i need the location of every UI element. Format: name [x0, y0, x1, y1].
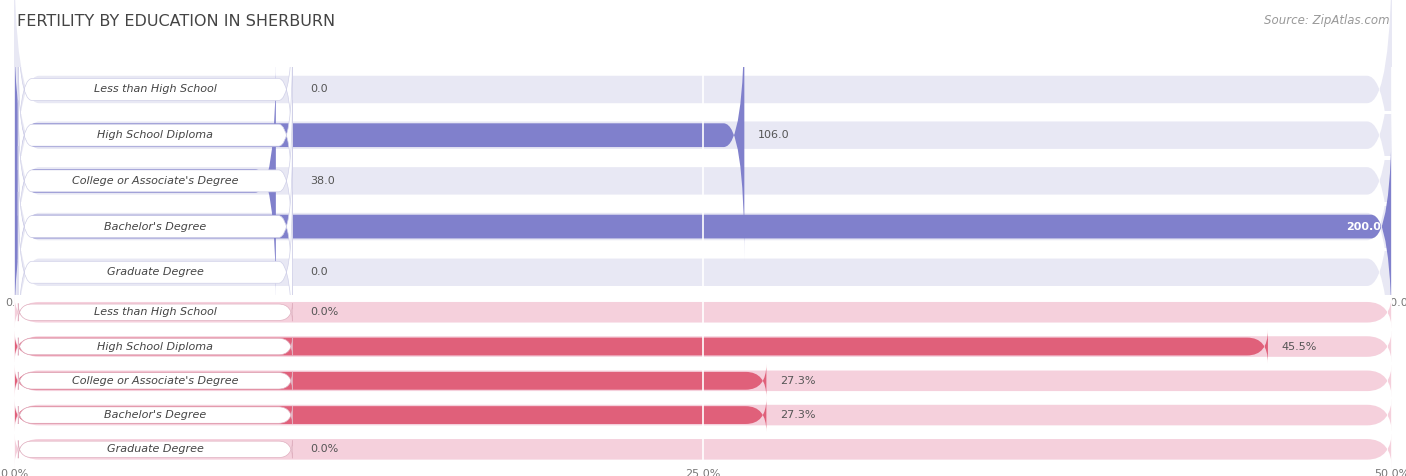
FancyBboxPatch shape [18, 146, 292, 307]
FancyBboxPatch shape [18, 406, 292, 424]
FancyBboxPatch shape [14, 76, 1392, 377]
Text: Less than High School: Less than High School [94, 307, 217, 317]
FancyBboxPatch shape [14, 30, 1392, 332]
Text: College or Associate's Degree: College or Associate's Degree [72, 176, 239, 186]
FancyBboxPatch shape [18, 372, 292, 390]
FancyBboxPatch shape [14, 0, 1392, 286]
FancyBboxPatch shape [18, 337, 292, 356]
Bar [14, 431, 1392, 434]
Text: 0.0%: 0.0% [311, 307, 339, 317]
Text: 106.0: 106.0 [758, 130, 790, 140]
Text: 27.3%: 27.3% [780, 410, 815, 420]
Text: 200.0: 200.0 [1346, 221, 1381, 232]
Text: Less than High School: Less than High School [94, 84, 217, 95]
FancyBboxPatch shape [18, 192, 292, 353]
Text: 27.3%: 27.3% [780, 376, 815, 386]
Bar [14, 156, 1392, 160]
Text: 45.5%: 45.5% [1282, 341, 1317, 352]
Bar [14, 397, 1392, 399]
FancyBboxPatch shape [14, 56, 276, 306]
Text: Bachelor's Degree: Bachelor's Degree [104, 221, 207, 232]
Text: High School Diploma: High School Diploma [97, 341, 214, 352]
FancyBboxPatch shape [18, 55, 292, 216]
FancyBboxPatch shape [18, 303, 292, 321]
FancyBboxPatch shape [14, 364, 766, 397]
FancyBboxPatch shape [18, 440, 292, 458]
Text: Graduate Degree: Graduate Degree [107, 444, 204, 455]
Text: 0.0: 0.0 [311, 84, 328, 95]
FancyBboxPatch shape [14, 121, 1392, 423]
FancyBboxPatch shape [14, 398, 766, 432]
FancyBboxPatch shape [14, 326, 1392, 367]
Text: 38.0: 38.0 [311, 176, 335, 186]
FancyBboxPatch shape [14, 292, 1392, 333]
Bar [14, 202, 1392, 206]
FancyBboxPatch shape [14, 360, 1392, 401]
FancyBboxPatch shape [18, 9, 292, 170]
Text: 0.0: 0.0 [311, 267, 328, 278]
Text: Graduate Degree: Graduate Degree [107, 267, 204, 278]
Text: College or Associate's Degree: College or Associate's Degree [72, 376, 239, 386]
Bar [14, 362, 1392, 365]
FancyBboxPatch shape [14, 330, 1268, 363]
FancyBboxPatch shape [14, 101, 1392, 352]
FancyBboxPatch shape [18, 100, 292, 261]
Text: FERTILITY BY EDUCATION IN SHERBURN: FERTILITY BY EDUCATION IN SHERBURN [17, 14, 335, 30]
Bar [14, 110, 1392, 114]
FancyBboxPatch shape [14, 429, 1392, 470]
FancyBboxPatch shape [14, 395, 1392, 436]
Text: Source: ZipAtlas.com: Source: ZipAtlas.com [1264, 14, 1389, 27]
Bar [14, 248, 1392, 251]
Text: Bachelor's Degree: Bachelor's Degree [104, 410, 207, 420]
Text: 0.0%: 0.0% [311, 444, 339, 455]
Bar [14, 328, 1392, 331]
FancyBboxPatch shape [14, 0, 1392, 240]
Text: High School Diploma: High School Diploma [97, 130, 214, 140]
FancyBboxPatch shape [14, 10, 744, 260]
